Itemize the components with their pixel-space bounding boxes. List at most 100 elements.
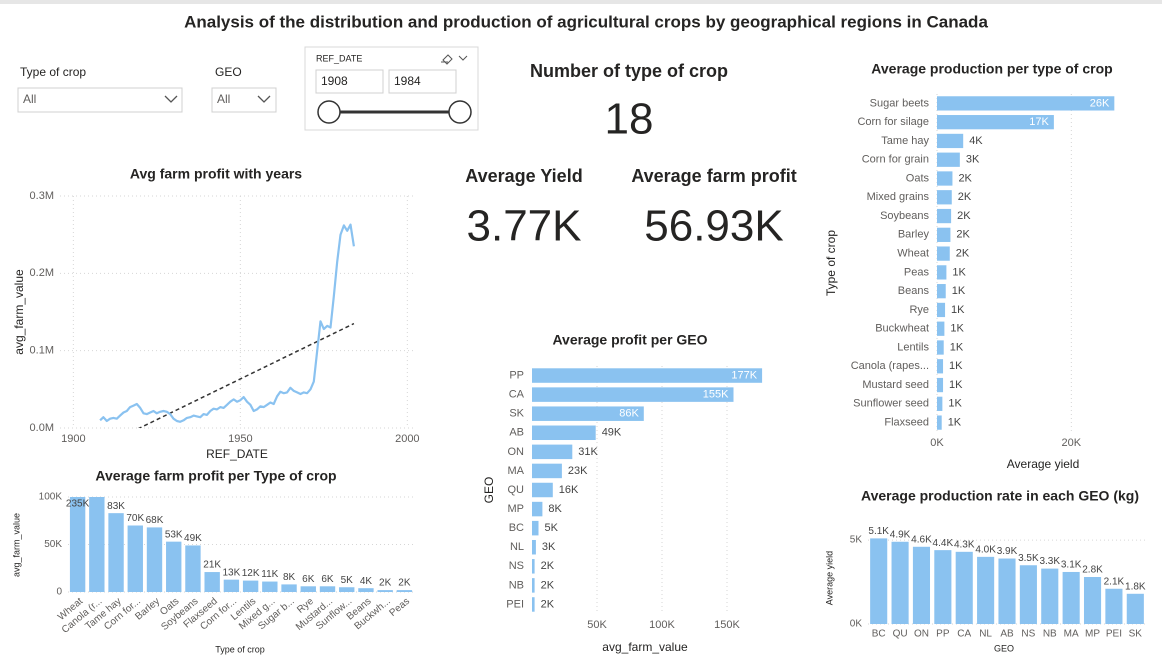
bar	[377, 590, 393, 592]
bar	[532, 463, 562, 479]
data-label: 2K	[958, 172, 972, 184]
y-axis-title: Average yield	[824, 551, 834, 605]
y-tick-label: Mixed grains	[867, 191, 930, 203]
y-tick-label: CA	[509, 389, 525, 401]
bar	[532, 520, 539, 536]
bar	[262, 581, 278, 592]
y-tick-label: Sunflower seed	[853, 398, 929, 410]
data-label: 1K	[948, 417, 962, 429]
bar	[937, 377, 944, 393]
bar	[1019, 565, 1037, 624]
bar	[339, 587, 355, 592]
y-tick-label: Beans	[898, 285, 930, 297]
data-label: 2K	[398, 578, 411, 589]
y-tick-label: ON	[508, 446, 525, 458]
slider-handle[interactable]	[448, 100, 472, 124]
y-tick-label: Sugar beets	[870, 97, 930, 109]
range-input[interactable]	[388, 69, 457, 94]
bar	[937, 321, 945, 336]
bar	[532, 425, 596, 441]
data-label: 17K	[1029, 116, 1049, 128]
x-tick-label: 1900	[61, 433, 85, 445]
data-label: 4.6K	[911, 534, 932, 545]
bar	[937, 302, 946, 318]
data-label: 53K	[165, 529, 183, 540]
bar	[242, 580, 259, 592]
bar	[532, 597, 535, 612]
y-tick-label: NS	[509, 560, 524, 572]
y-tick-label: Canola (rapes...	[851, 360, 929, 372]
x-tick-label: 1950	[228, 433, 252, 445]
y-tick-label: BC	[509, 522, 524, 534]
bar	[1105, 588, 1123, 624]
data-label: 3.5K	[1018, 553, 1039, 564]
data-label: 21K	[203, 560, 221, 571]
bar	[532, 578, 535, 593]
bar	[934, 550, 952, 624]
range-end[interactable]: 1984	[394, 74, 421, 88]
bar	[937, 190, 952, 205]
data-label: 1K	[949, 360, 963, 372]
data-label: 1K	[952, 285, 966, 297]
data-label: 8K	[283, 572, 296, 583]
chart-title: Avg farm profit with years	[130, 166, 302, 182]
y-tick-label: NB	[509, 579, 524, 591]
data-label: 2K	[957, 210, 971, 222]
bar	[319, 586, 336, 592]
dropdown-value[interactable]: All	[23, 92, 36, 106]
y-tick-label: Tame hay	[881, 135, 929, 147]
y-tick-label: 5K	[850, 535, 863, 546]
y-tick-label: 0K	[850, 619, 863, 630]
chevron[interactable]	[458, 55, 468, 61]
bar	[300, 586, 316, 592]
x-axis-title: REF_DATE	[206, 447, 268, 461]
y-tick-label: 0.2M	[30, 267, 54, 279]
data-label: 1K	[950, 323, 964, 335]
data-label: 3.9K	[997, 546, 1018, 557]
y-tick-label: 0.0M	[30, 422, 54, 434]
data-label: 49K	[602, 427, 622, 439]
bar	[1083, 577, 1102, 624]
page-title: Analysis of the distribution and product…	[184, 12, 988, 31]
bar	[937, 96, 1115, 111]
eraser-icon[interactable]	[441, 54, 453, 65]
y-tick-label: Oats	[906, 172, 930, 184]
slicer-label: GEO	[215, 65, 242, 79]
bar	[1126, 593, 1144, 624]
y-tick-label: Mustard seed	[862, 379, 929, 391]
data-label: 11K	[261, 569, 278, 580]
slicer-label: Type of crop	[20, 65, 86, 79]
data-label: 1K	[951, 304, 965, 316]
chart-title: Average farm profit per Type of crop	[95, 468, 336, 484]
dropdown[interactable]: All	[211, 87, 277, 113]
data-label: 1K	[952, 266, 966, 278]
data-label: 6K	[321, 574, 334, 585]
data-label: 83K	[107, 501, 125, 512]
data-label: 86K	[619, 408, 639, 420]
x-tick-label: AB	[1000, 629, 1014, 640]
bar	[977, 556, 995, 624]
x-tick-label: 150K	[714, 619, 740, 631]
dropdown[interactable]: All	[17, 87, 183, 113]
y-tick-label: AB	[509, 427, 524, 439]
card-value: 56.93K	[644, 202, 783, 251]
data-label: 2K	[541, 560, 555, 572]
data-label: 5.1K	[868, 526, 889, 537]
slider-handle[interactable]	[317, 100, 341, 124]
bar	[532, 444, 573, 460]
range-start[interactable]: 1908	[321, 74, 348, 88]
y-tick-label: Soybeans	[880, 210, 929, 222]
data-label: 31K	[578, 446, 598, 458]
chevron[interactable]	[257, 95, 271, 103]
range-input[interactable]	[315, 69, 384, 94]
card-value: 18	[605, 95, 654, 144]
line	[99, 223, 355, 423]
bar	[532, 559, 535, 574]
dropdown-value[interactable]: All	[217, 92, 230, 106]
bar	[998, 558, 1016, 624]
data-label: 2K	[541, 579, 555, 591]
dropdown-box[interactable]	[17, 87, 183, 113]
chevron[interactable]	[164, 95, 178, 103]
y-tick-label: PP	[509, 369, 524, 381]
y-tick-label: Flaxseed	[884, 417, 929, 429]
